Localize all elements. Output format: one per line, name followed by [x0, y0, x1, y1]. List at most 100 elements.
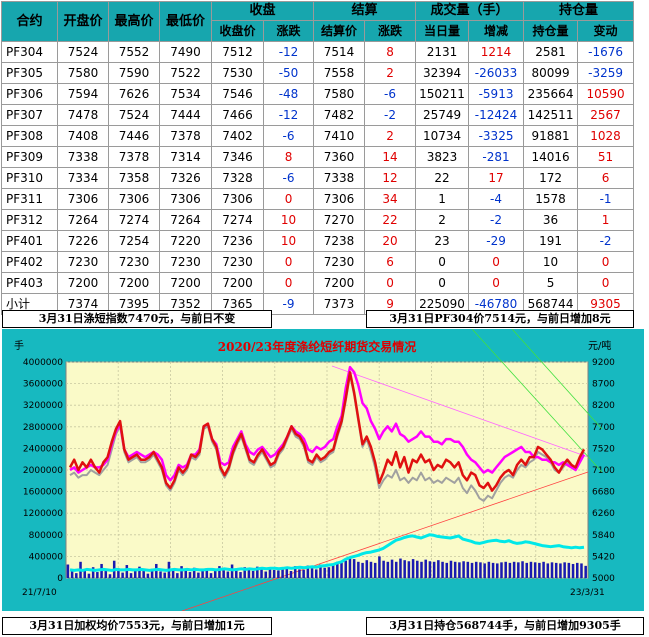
table-cell: -5913	[468, 83, 525, 105]
table-cell: 7512	[211, 41, 264, 63]
volume-bar	[201, 570, 204, 578]
table-cell: 235664	[523, 83, 579, 105]
volume-bar	[424, 559, 427, 578]
volume-bar	[306, 565, 310, 578]
volume-bar	[407, 561, 411, 578]
table-cell: 7274	[108, 209, 160, 231]
table-cell: 10590	[577, 83, 635, 105]
table-cell: 2567	[577, 104, 635, 126]
table-cell: 10734	[415, 125, 470, 147]
table-cell: 2131	[415, 41, 470, 63]
table-cell: 7270	[313, 209, 366, 231]
volume-bar	[331, 563, 335, 578]
volume-bar	[369, 561, 373, 578]
volume-bar	[559, 563, 562, 578]
table-cell: 7524	[108, 104, 160, 126]
table-cell: 7326	[159, 167, 212, 189]
quote-table: 合约 开盘价 最高价 最低价 收盘 结算 成交量（手） 持仓量 收盘价 涨跌 结…	[1, 1, 635, 315]
table-cell: 91881	[523, 125, 579, 147]
volume-bar	[247, 569, 251, 578]
table-cell: PF308	[1, 125, 58, 147]
volume-bar	[466, 561, 470, 578]
col-header-settle: 结算价	[313, 20, 366, 42]
table-cell: 7346	[211, 146, 264, 168]
table-cell: PF306	[1, 83, 58, 105]
volume-bar	[546, 563, 550, 578]
table-cell: 7530	[211, 62, 264, 84]
volume-bar	[584, 565, 587, 578]
volume-bar	[235, 568, 238, 578]
series-line-open_interest	[69, 533, 585, 572]
table-cell: 225090	[415, 293, 470, 315]
table-cell: 7534	[159, 83, 212, 105]
volume-bar	[416, 560, 419, 578]
table-cell: 7306	[57, 188, 109, 210]
volume-bar	[239, 572, 242, 578]
volume-bar	[453, 561, 457, 578]
table-cell: -2	[577, 230, 635, 252]
volume-bar	[188, 572, 192, 578]
table-cell: -12424	[468, 104, 525, 126]
volume-bar	[470, 562, 474, 578]
table-cell: 7358	[108, 167, 160, 189]
table-cell: 10	[262, 209, 315, 231]
table-cell: 7580	[57, 62, 109, 84]
left-tick-label: 400000	[29, 552, 64, 562]
table-cell: 7200	[57, 272, 109, 294]
volume-bar	[512, 561, 516, 578]
volume-bar	[298, 569, 301, 578]
left-tick-label: 2800000	[23, 423, 63, 433]
table-cell: 23	[415, 230, 470, 252]
table-cell: 7200	[108, 272, 160, 294]
right-tick-label: 7520	[592, 444, 615, 454]
col-header-open-interest: 持仓量	[523, 20, 579, 42]
table-cell: -1676	[577, 41, 635, 63]
volume-bar	[462, 561, 465, 578]
table-cell: 0	[577, 272, 635, 294]
table-row: PF310 7334 7358 7326 7328 -6 7338 12 22 17 172 6	[1, 167, 635, 189]
table-cell: 14016	[523, 146, 579, 168]
volume-bar	[474, 561, 478, 578]
table-cell: 80099	[523, 62, 579, 84]
col-header-day-volume: 当日量	[415, 20, 470, 42]
volume-bar	[386, 561, 390, 578]
volume-bar	[533, 562, 537, 578]
table-cell: PF312	[1, 209, 58, 231]
volume-bar	[260, 569, 263, 578]
table-cell: 7524	[57, 41, 109, 63]
volume-bar	[91, 567, 95, 578]
banner-index: 3月31日涤短指数7470元，与前日不变	[2, 310, 272, 328]
table-cell: 32394	[415, 62, 470, 84]
table-cell: -48	[262, 83, 315, 105]
volume-bar	[373, 562, 377, 578]
volume-bar	[129, 573, 133, 578]
volume-bar	[218, 566, 221, 578]
col-header-contract: 合约	[1, 1, 58, 42]
table-cell: 5	[523, 272, 579, 294]
table-cell: PF402	[1, 251, 58, 273]
table-cell: 7230	[57, 251, 109, 273]
volume-bar	[378, 556, 381, 578]
volume-bar	[340, 562, 343, 578]
table-cell: 7546	[211, 83, 264, 105]
volume-bar	[213, 569, 217, 578]
right-tick-label: 6260	[592, 509, 615, 519]
volume-bar	[268, 567, 272, 578]
volume-bar	[289, 570, 293, 578]
table-cell: 25749	[415, 104, 470, 126]
table-cell: 7373	[313, 293, 366, 315]
table-cell: -3259	[577, 62, 635, 84]
table-cell: 小计	[1, 293, 58, 315]
volume-bar	[285, 568, 289, 578]
right-tick-label: 8700	[592, 380, 615, 390]
table-cell: -50	[262, 62, 315, 84]
trend-line	[471, 329, 603, 473]
table-cell: 7378	[108, 146, 160, 168]
volume-bar	[264, 571, 268, 578]
table-row: PF311 7306 7306 7306 7306 0 7306 34 1 -4 1578 -1	[1, 188, 635, 210]
table-row: PF307 7478 7524 7444 7466 -12 7482 -2 25749 -1242…	[1, 104, 635, 126]
volume-bar	[209, 573, 213, 578]
table-row: PF312 7264 7274 7264 7274 10 7270 22 2 -2 36 1	[1, 209, 635, 231]
volume-bar	[491, 562, 495, 578]
volume-bar	[142, 570, 145, 578]
